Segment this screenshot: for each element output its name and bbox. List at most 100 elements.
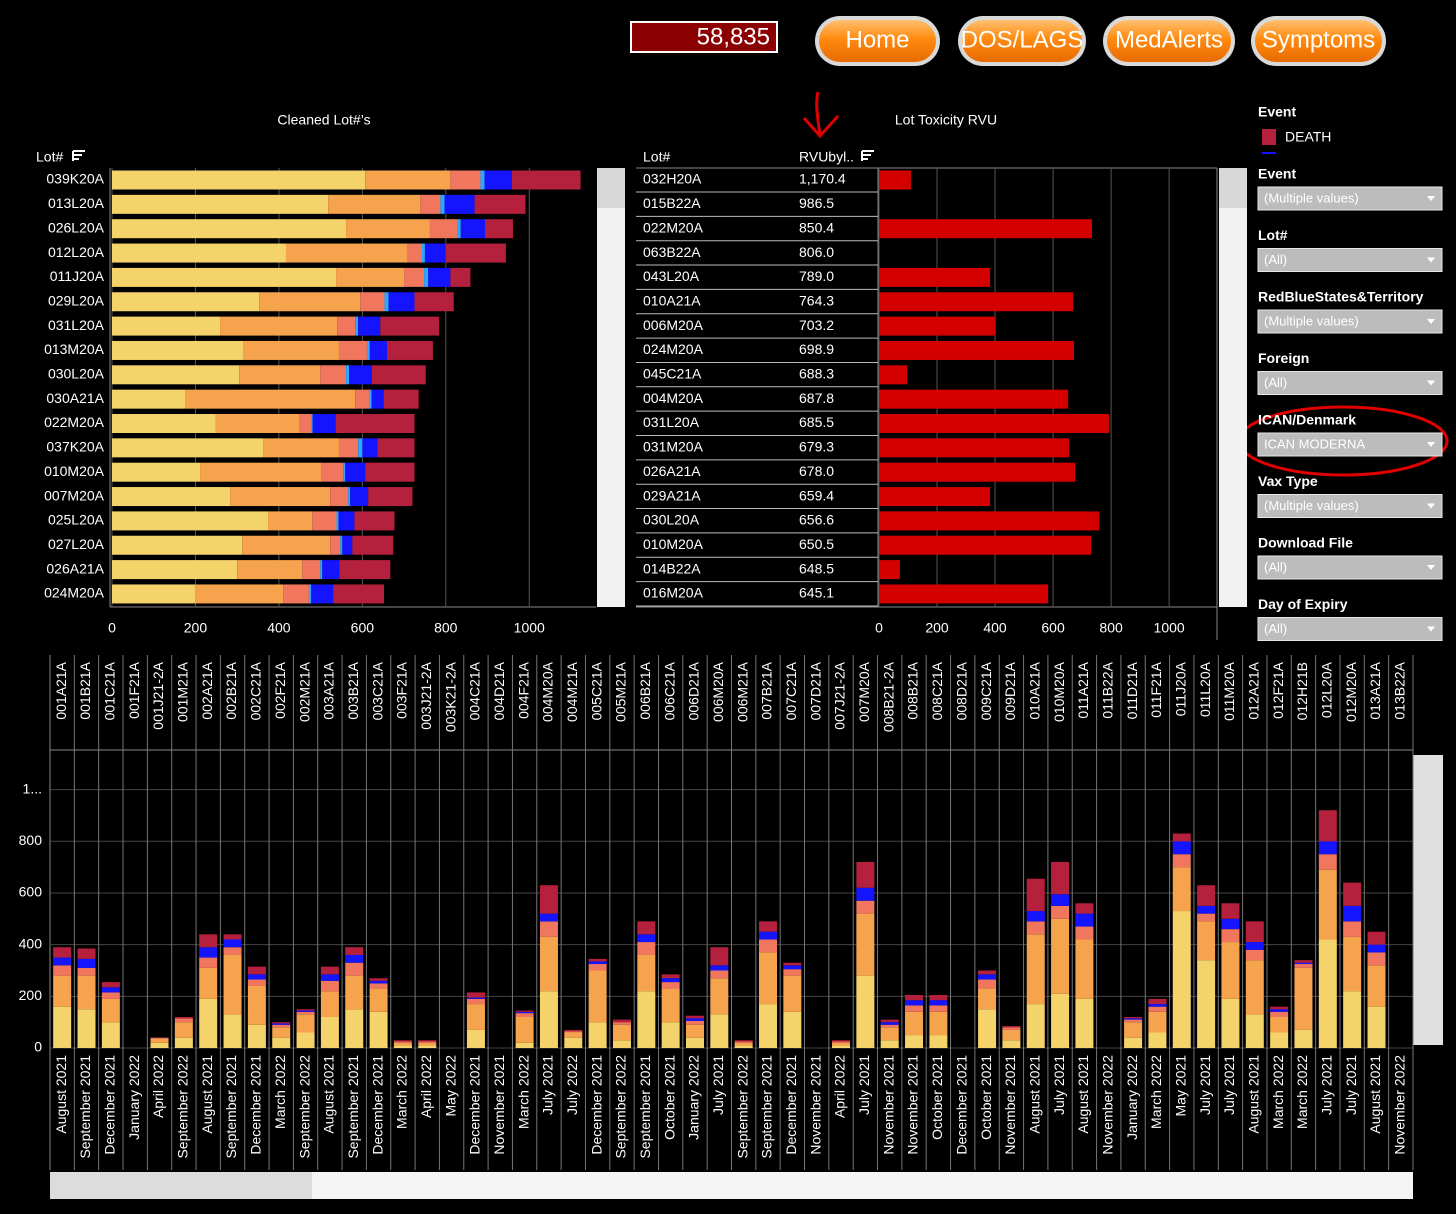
- rvu-value: 698.9: [799, 341, 834, 357]
- button-face[interactable]: [1107, 20, 1231, 62]
- rvu-value: 679.3: [799, 439, 834, 455]
- expiry-label: September 2021: [637, 1055, 653, 1159]
- scrollbar[interactable]: [597, 168, 625, 607]
- bar-segment: [856, 900, 875, 914]
- bar-segment: [1172, 854, 1191, 868]
- bar-segment: [978, 974, 997, 980]
- button-face[interactable]: [819, 20, 936, 62]
- dropdown-arrow[interactable]: [1427, 503, 1435, 509]
- category-label: 013A21A: [1367, 661, 1383, 719]
- legend-title: Event: [1258, 104, 1296, 120]
- bar-segment: [424, 267, 429, 287]
- category-label: 003B21A: [345, 661, 361, 719]
- bar-segment: [1367, 1006, 1386, 1048]
- filter-dropdown[interactable]: [1257, 617, 1443, 641]
- bar-segment: [308, 584, 312, 604]
- bar-segment: [338, 438, 359, 458]
- scrollbar-thumb[interactable]: [1219, 168, 1247, 208]
- filter-value[interactable]: (All): [1264, 252, 1287, 267]
- filter-dropdown[interactable]: [1257, 371, 1443, 395]
- bar-segment: [1221, 918, 1240, 930]
- scrollbar-thumb[interactable]: [597, 168, 625, 208]
- button-face[interactable]: [1255, 20, 1382, 62]
- x-tick-label: 600: [351, 620, 375, 636]
- bar-segment: [485, 219, 513, 239]
- bar-segment: [1245, 949, 1264, 961]
- bar-segment: [112, 462, 201, 482]
- dropdown-arrow[interactable]: [1427, 565, 1435, 570]
- filter-value[interactable]: (All): [1264, 375, 1287, 390]
- button-label[interactable]: DOS/LAGS: [961, 26, 1084, 53]
- filter-value[interactable]: (All): [1264, 559, 1287, 574]
- filter-value[interactable]: (Multiple values): [1264, 190, 1359, 205]
- scrollbar[interactable]: [1413, 755, 1443, 1045]
- sort-icon[interactable]: [861, 150, 874, 161]
- category-label: 030L20A: [643, 512, 700, 528]
- bar-segment: [588, 970, 607, 1023]
- filter-value[interactable]: (All): [1264, 621, 1287, 636]
- category-label: 045C21A: [643, 366, 702, 382]
- bar-segment: [661, 988, 680, 1023]
- dropdown-arrow[interactable]: [1427, 380, 1435, 386]
- bar-segment: [247, 974, 266, 980]
- bar-segment: [369, 980, 388, 984]
- filter-dropdown[interactable]: [1257, 432, 1443, 457]
- dropdown-arrow[interactable]: [1427, 257, 1435, 263]
- sort-icon[interactable]: [72, 150, 85, 161]
- scrollbar[interactable]: [1219, 168, 1247, 607]
- filter-value[interactable]: (Multiple values): [1264, 313, 1359, 328]
- filter-label: Vax Type: [1258, 473, 1318, 489]
- nav-button[interactable]: Home: [815, 16, 940, 66]
- dropdown-arrow[interactable]: [1427, 442, 1435, 447]
- filter-dropdown[interactable]: [1257, 494, 1443, 518]
- bar-segment: [393, 1042, 412, 1046]
- category-label: 014B22A: [643, 560, 701, 576]
- filter-dropdown[interactable]: [1257, 248, 1443, 272]
- filter-dropdown[interactable]: [1257, 555, 1443, 580]
- bar-segment: [1051, 918, 1070, 994]
- nav-button[interactable]: MedAlerts: [1103, 16, 1235, 66]
- filter-dropdown[interactable]: [1257, 186, 1443, 211]
- category-label: 015B22A: [643, 195, 701, 211]
- button-label[interactable]: Symptoms: [1262, 26, 1375, 53]
- bar-segment: [377, 438, 415, 458]
- bar-segment: [220, 316, 338, 336]
- category-label: 006C21A: [661, 661, 677, 720]
- bar-segment: [856, 887, 875, 901]
- bar-segment: [832, 1041, 851, 1043]
- button-label[interactable]: MedAlerts: [1115, 26, 1223, 53]
- filter-dropdown[interactable]: [1257, 309, 1443, 334]
- bar-segment: [345, 954, 364, 963]
- category-label: 002C21A: [248, 661, 264, 720]
- dropdown-arrow[interactable]: [1427, 626, 1435, 632]
- bar-segment: [352, 535, 394, 555]
- y-tick-label: 800: [19, 832, 43, 848]
- bar-segment: [199, 967, 218, 999]
- bar-segment: [1367, 931, 1386, 945]
- filter-value[interactable]: ICAN MODERNA: [1264, 436, 1365, 451]
- bar: [879, 584, 1049, 604]
- button-face[interactable]: [962, 20, 1082, 62]
- dropdown-arrow[interactable]: [1427, 319, 1435, 324]
- category-label: 026A21A: [643, 463, 701, 479]
- dropdown-arrow[interactable]: [1427, 196, 1435, 201]
- filter-label: Download File: [1258, 535, 1353, 551]
- bar-segment: [199, 998, 218, 1048]
- nav-button[interactable]: DOS/LAGS: [958, 16, 1086, 66]
- button-label[interactable]: Home: [845, 26, 909, 53]
- y-tick-label: 400: [19, 935, 43, 951]
- bar-segment: [1318, 810, 1337, 842]
- annotation-arrow: [802, 91, 840, 139]
- nav-button[interactable]: Symptoms: [1251, 16, 1386, 66]
- category-label: 006M20A: [710, 661, 726, 722]
- bar-segment: [195, 584, 284, 604]
- bar-segment: [77, 967, 96, 976]
- bar-segment: [320, 1016, 339, 1048]
- expiry-label: August 2021: [1075, 1055, 1091, 1134]
- bar-segment: [77, 975, 96, 1010]
- bar-segment: [418, 1041, 437, 1043]
- filter-value[interactable]: (Multiple values): [1264, 498, 1359, 513]
- category-label: 063B22A: [643, 244, 701, 260]
- scrollbar-thumb[interactable]: [50, 1172, 312, 1199]
- expiry-label: November 2022: [1099, 1055, 1115, 1155]
